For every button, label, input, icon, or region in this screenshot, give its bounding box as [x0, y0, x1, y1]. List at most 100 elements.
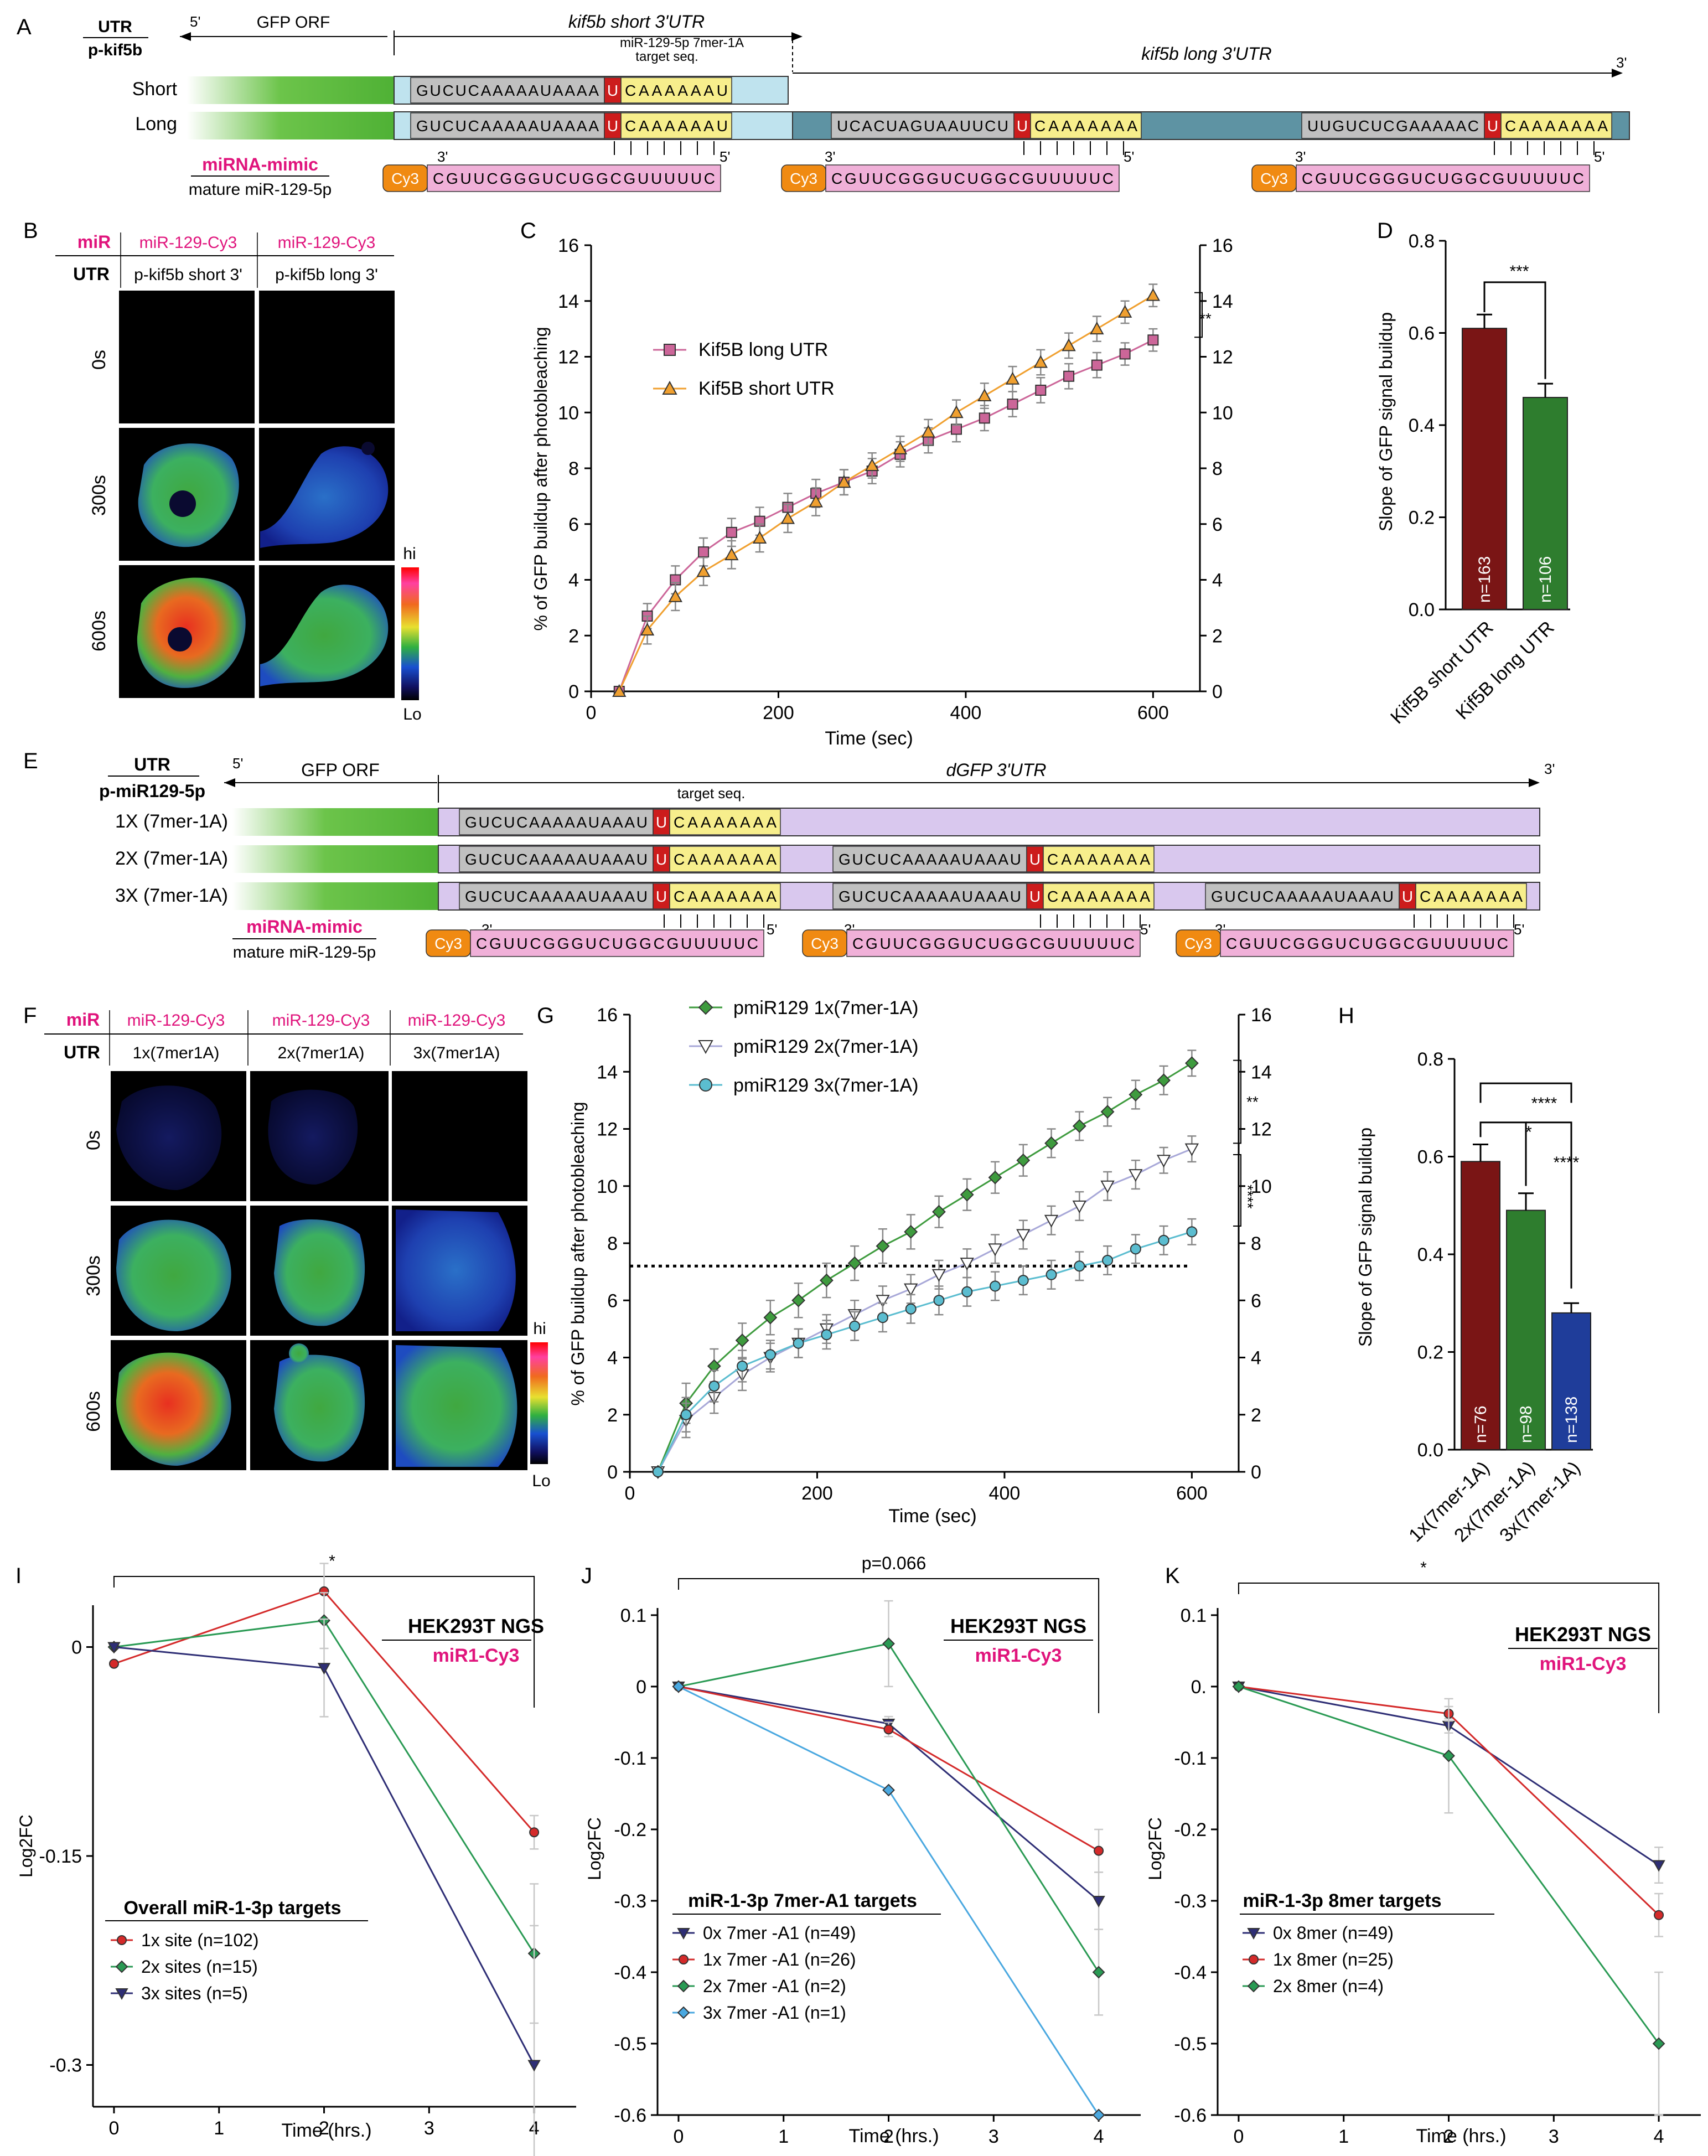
data-point	[1035, 384, 1047, 396]
data-point	[696, 564, 711, 577]
panel-e-utr: UTR	[134, 754, 170, 774]
y-tick-label: 0.1	[620, 1605, 646, 1626]
y-tick-label-right: 10	[1212, 402, 1233, 423]
sig-bracket	[1479, 1082, 1572, 1103]
y-tick-label: 0.2	[1409, 508, 1435, 529]
i-legend-title: Overall miR-1-3p targets	[123, 1898, 341, 1919]
mimic1-5prime: 5'	[720, 148, 730, 165]
data-point	[1016, 1153, 1031, 1167]
panel-a-utr: UTR	[98, 18, 132, 36]
data-point	[640, 623, 655, 636]
y-tick-label: 0.6	[1409, 323, 1435, 344]
site-u	[653, 883, 670, 909]
x-tick-label: 2	[1443, 2126, 1454, 2147]
y-tick-label-right: 12	[1212, 347, 1233, 368]
data-point	[847, 1256, 862, 1270]
panel-f-mir-col1: miR-129-Cy3	[127, 1011, 225, 1030]
y-tick-label-right: 14	[1251, 1062, 1272, 1083]
mature-seq: CGUUCGGGUCUGGCGUUUUUC	[852, 935, 1135, 952]
data-point	[1102, 1254, 1114, 1266]
chart-d: 0.0 0.2 0.4 0.6 0.8 n=163 Kif5B short UTR n=106…	[1386, 231, 1570, 728]
y-tick-label: 4	[607, 1348, 618, 1369]
legend-entry: 2x 8mer (n=4)	[1273, 1976, 1384, 1996]
data-point	[652, 1466, 664, 1477]
long-row-site2: UCACUAGUAAUUCU U CAAAAAAA	[831, 112, 1142, 139]
data-point	[1091, 359, 1103, 371]
x-tick-label: 600	[1176, 1483, 1208, 1504]
seq-u: U	[607, 82, 618, 99]
legend-c-short: Kif5B short UTR	[698, 378, 835, 399]
panel-f-col3: 3x(7mer1A)	[413, 1044, 500, 1062]
data-point	[905, 1303, 917, 1315]
data-point	[752, 530, 767, 544]
image-tile	[392, 1071, 527, 1201]
y-tick-label-right: 2	[1212, 625, 1223, 647]
panel-d: D 0.0 0.2 0.4 0.6 0.8 n=163 Kif5B short UTR n=1…	[1376, 219, 1570, 728]
data-point	[1232, 1680, 1245, 1693]
i-xlabel: Time (hrs.)	[281, 2120, 371, 2141]
x-tick-label: 3	[1549, 2126, 1559, 2147]
image-tile	[259, 291, 395, 423]
data-point	[1129, 1088, 1143, 1102]
site-yellow	[669, 846, 781, 872]
data-point	[677, 1979, 690, 1993]
panel-e-row-1x: 1X (7mer-1A)	[115, 811, 228, 832]
data-point	[949, 405, 964, 418]
panel-d-label: D	[1377, 219, 1393, 243]
f-lut-hi: hi	[533, 1320, 546, 1338]
x-tick-label: 3	[424, 2118, 434, 2139]
sig-h-1: *	[1525, 1123, 1532, 1141]
panel-b-mir-col1: miR-129-Cy3	[139, 234, 237, 252]
panel-a-short-utr: kif5b short 3'UTR	[568, 12, 705, 32]
sig-bracket	[1238, 1583, 1660, 1713]
x-tick-label: 0	[1233, 2126, 1244, 2147]
y-tick-label: 0	[607, 1462, 618, 1483]
y-tick-label-right: 6	[1251, 1290, 1261, 1311]
panel-b-label: B	[23, 219, 38, 243]
y-tick-label: 0.6	[1417, 1147, 1443, 1168]
data-point	[708, 1381, 720, 1392]
data-point	[1654, 1910, 1664, 1920]
panel-g-ylabel: % of GFP buildup after photobleaching	[568, 1102, 588, 1405]
x-tick-label: 0	[586, 702, 597, 723]
y-tick-label-right: 6	[1212, 514, 1223, 535]
series-line	[657, 1062, 1193, 1472]
data-point	[108, 1658, 119, 1669]
sig-d: ***	[1509, 262, 1529, 281]
x-tick-label: 600	[1137, 702, 1169, 723]
y-tick-label: 16	[597, 1005, 618, 1026]
y-tick-label: 0.8	[1409, 231, 1435, 252]
y-tick-label: -0.3	[614, 1891, 646, 1912]
mimic3-3prime: 3'	[1295, 148, 1306, 165]
data-point	[117, 1935, 127, 1945]
legend-entry: 1x site (n=102)	[141, 1930, 259, 1950]
i-legend: 1x site (n=102) 2x sites (n=15) 3x sites (…	[111, 1930, 259, 2003]
chart-i: 0-0.15-0.301234	[39, 1563, 576, 2156]
data-point	[1100, 1180, 1115, 1193]
panel-f-col2: 2x(7mer1A)	[278, 1044, 365, 1062]
panel-a-mimic-label: miRNA-mimic	[202, 154, 318, 174]
sig-bracket	[677, 1578, 1100, 1713]
gfp-orf-bar	[187, 76, 394, 104]
panel-e-target: target seq.	[677, 785, 746, 802]
data-point	[527, 2060, 541, 2072]
panel-j-label: J	[581, 1564, 592, 1588]
mature-seq: CGUUCGGGUCUGGCGUUUUUC	[831, 170, 1114, 187]
sig-h-2: ****	[1554, 1154, 1580, 1172]
y-tick-label: 0.4	[1417, 1244, 1443, 1265]
j-ylabel: Log2FC	[584, 1817, 604, 1880]
x-tick-label: 3	[988, 2126, 999, 2147]
mimic2-3prime: 3'	[825, 148, 835, 165]
e-mimic2-5prime: 5'	[1140, 921, 1151, 938]
y-tick-label: 12	[597, 1119, 618, 1140]
panel-a-mature-label: mature miR-129-5p	[189, 180, 332, 199]
panel-e-dgfp: dGFP 3'UTR	[946, 760, 1047, 780]
y-tick-label: 0.	[1191, 1677, 1207, 1698]
panel-h-ylabel: Slope of GFP signal buildup	[1355, 1128, 1375, 1347]
panel-d-ylabel: Slope of GFP signal buildup	[1376, 312, 1396, 531]
data-point	[1119, 348, 1131, 360]
data-point	[904, 1224, 918, 1239]
panel-j: J 0.1 0 -0.1 -0.2 -0.3 -0.4 -0.5 -0.6 0 1 2 3 4 p=0.…	[581, 1553, 1141, 2147]
data-point	[107, 1642, 121, 1654]
